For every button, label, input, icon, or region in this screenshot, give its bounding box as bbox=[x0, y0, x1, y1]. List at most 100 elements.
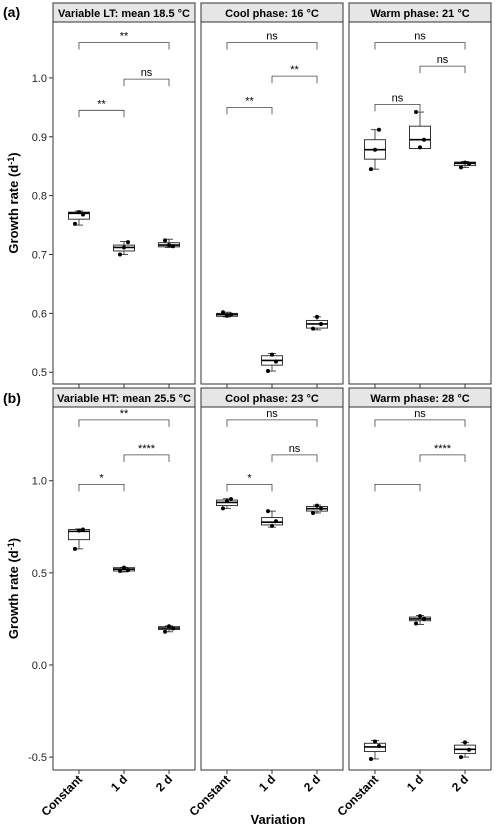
significance-label: ** bbox=[120, 408, 129, 420]
data-point bbox=[228, 312, 233, 317]
significance-bracket bbox=[123, 454, 170, 462]
significance-bracket bbox=[419, 65, 466, 74]
y-tick-label: 0.0 bbox=[32, 660, 47, 672]
significance-bracket bbox=[374, 42, 466, 50]
x-category-label: 1 d bbox=[256, 772, 278, 794]
data-point bbox=[122, 565, 126, 570]
data-point bbox=[274, 359, 278, 364]
data-point bbox=[467, 161, 472, 166]
data-point bbox=[315, 503, 320, 508]
data-point bbox=[418, 614, 422, 619]
significance-bracket bbox=[419, 454, 466, 462]
y-axis-title-suffix: ) bbox=[6, 152, 21, 156]
data-point bbox=[270, 352, 274, 357]
significance-label: ns bbox=[437, 54, 449, 66]
data-point bbox=[414, 110, 418, 115]
data-point bbox=[311, 326, 316, 331]
significance-label: **** bbox=[434, 443, 452, 455]
data-point bbox=[368, 167, 373, 172]
y-axis-title-suffix: ) bbox=[6, 538, 21, 542]
figure-content: (a) 0.5 0.6 0.7 0.8 0.9 1.0 Growth rate (d-1) Va… bbox=[3, 2, 492, 819]
y-tick-label: 1.0 bbox=[32, 476, 47, 488]
significance-label: ns bbox=[414, 31, 426, 43]
data-point bbox=[171, 244, 176, 249]
significance-bracket bbox=[123, 78, 170, 87]
x-axis-title: Variation bbox=[251, 812, 306, 827]
significance-label: **** bbox=[138, 443, 156, 455]
y-tick-label: 0.7 bbox=[32, 250, 47, 262]
panel-title: Warm phase: 21 °C bbox=[370, 8, 469, 20]
panel-title: Warm phase: 28 °C bbox=[370, 393, 469, 405]
significance-bracket bbox=[226, 106, 273, 115]
data-point bbox=[319, 506, 324, 511]
data-point bbox=[122, 245, 126, 250]
significance-bracket bbox=[78, 483, 125, 492]
significance-bracket bbox=[374, 104, 421, 112]
data-point bbox=[76, 210, 81, 215]
significance-bracket bbox=[271, 75, 318, 84]
significance-label: * bbox=[247, 472, 252, 484]
data-point bbox=[459, 165, 464, 170]
data-point bbox=[266, 509, 270, 514]
data-point bbox=[274, 519, 278, 524]
significance-label: ns bbox=[392, 92, 404, 104]
data-point bbox=[422, 137, 426, 142]
data-point bbox=[126, 568, 130, 573]
data-point bbox=[463, 740, 468, 745]
data-point bbox=[163, 629, 168, 634]
data-point bbox=[315, 314, 320, 319]
x-category-label: 2 d bbox=[153, 772, 175, 794]
panel-frame bbox=[52, 406, 196, 771]
significance-bracket bbox=[78, 42, 170, 50]
y-axis-title: Growth rate (d-1) bbox=[6, 538, 21, 639]
data-point bbox=[311, 510, 316, 515]
significance-bracket bbox=[374, 483, 421, 492]
data-point bbox=[76, 528, 81, 533]
y-tick-label: 0.5 bbox=[32, 568, 47, 580]
y-tick-label: -0.5 bbox=[28, 752, 47, 764]
data-point bbox=[422, 616, 426, 621]
panel-frame bbox=[348, 406, 492, 771]
significance-bracket bbox=[78, 419, 170, 427]
significance-bracket bbox=[226, 419, 318, 427]
data-point bbox=[372, 147, 377, 152]
y-tick-label: 0.6 bbox=[32, 308, 47, 320]
panel-frame bbox=[348, 21, 492, 385]
data-point bbox=[72, 221, 77, 226]
data-point bbox=[126, 240, 130, 245]
figure-tag-1: (b) bbox=[3, 390, 21, 406]
significance-bracket bbox=[226, 483, 273, 492]
data-point bbox=[463, 160, 468, 165]
significance-label: ns bbox=[414, 408, 426, 420]
significance-label: ns bbox=[289, 443, 301, 455]
panel-title: Variable HT: mean 25.5 °C bbox=[57, 393, 191, 405]
significance-bracket bbox=[271, 454, 318, 462]
y-axis-title-text: Growth rate (d bbox=[6, 550, 21, 639]
x-category-label: Constant bbox=[38, 772, 85, 819]
data-point bbox=[72, 546, 77, 551]
data-point bbox=[266, 369, 270, 374]
panel-frame bbox=[200, 406, 344, 771]
panel-title: Cool phase: 16 °C bbox=[225, 8, 319, 20]
significance-label: * bbox=[99, 472, 104, 484]
data-point bbox=[414, 621, 418, 626]
significance-bracket bbox=[226, 42, 318, 50]
significance-label: ** bbox=[120, 31, 129, 43]
data-point bbox=[163, 238, 168, 243]
data-point bbox=[319, 321, 324, 326]
x-category-label: Constant bbox=[334, 772, 381, 819]
significance-bracket bbox=[374, 419, 466, 427]
y-tick-label: 0.9 bbox=[32, 132, 47, 144]
data-point bbox=[368, 756, 373, 761]
x-category-label: 1 d bbox=[108, 772, 130, 794]
data-point bbox=[167, 624, 172, 629]
figure-tag-0: (a) bbox=[3, 4, 20, 20]
y-tick-label: 0.8 bbox=[32, 191, 47, 203]
data-point bbox=[118, 568, 122, 573]
data-point bbox=[228, 497, 233, 502]
data-point bbox=[224, 313, 229, 318]
significance-label: ** bbox=[245, 95, 254, 107]
box-iqr bbox=[261, 517, 283, 526]
data-point bbox=[167, 243, 172, 248]
